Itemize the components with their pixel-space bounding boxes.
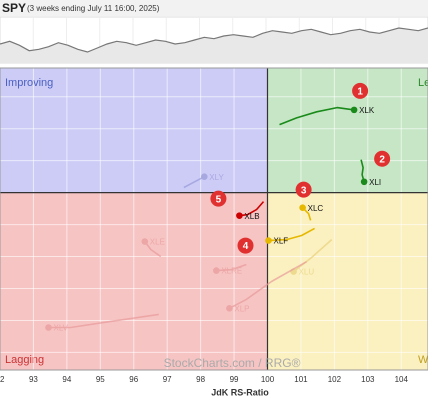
- sector-tail: [183, 175, 205, 189]
- sector: XLY: [183, 173, 224, 189]
- sector-tail: [144, 241, 162, 258]
- x-tick-label: 102: [328, 375, 342, 384]
- sector-label: XLY: [209, 173, 224, 182]
- sector-tail: [216, 263, 247, 272]
- rank-badge: [237, 237, 254, 254]
- watermark: StockCharts.com / RRG®: [164, 356, 301, 370]
- x-tick-label: 98: [196, 375, 205, 384]
- quadrant-label: Weakening: [418, 354, 428, 366]
- quadrant-label: Improving: [5, 77, 53, 89]
- sector-label: XLRE: [221, 267, 242, 276]
- rank-badge-label: 5: [216, 194, 222, 205]
- sector-label: XLI: [369, 178, 381, 187]
- x-tick-label: 93: [29, 375, 38, 384]
- sector-head: [299, 204, 306, 211]
- sector-head: [360, 178, 368, 186]
- rank-badge-label: 1: [357, 87, 363, 98]
- sector-tail: [360, 159, 365, 183]
- x-axis-title: JdK RS-Ratio: [211, 387, 269, 397]
- sector-head: [350, 106, 358, 114]
- sector: XLB: [236, 201, 265, 221]
- sector: XLC: [299, 204, 323, 221]
- x-tick-label: 103: [361, 375, 375, 384]
- x-tick-label: 99: [230, 375, 239, 384]
- chart-title: SPY: [2, 1, 26, 15]
- sector: XLP: [226, 261, 307, 313]
- quadrant-label: Leading: [418, 77, 428, 89]
- sector-head: [236, 212, 243, 219]
- sector-tail: [229, 261, 307, 310]
- rank-badge: [210, 190, 227, 207]
- sector-head: [265, 237, 272, 244]
- plot-frame: [0, 67, 428, 371]
- quadrant-label: Lagging: [5, 354, 44, 366]
- x-tick-label: 94: [62, 375, 71, 384]
- sector-label: XLE: [150, 238, 165, 247]
- x-tick-label: 96: [129, 375, 138, 384]
- sector: XLV: [45, 313, 159, 333]
- x-tick-label: 100: [261, 375, 275, 384]
- rank-badge: [374, 150, 391, 167]
- sector-label: XLB: [244, 212, 259, 221]
- sector-head: [213, 267, 220, 274]
- sector-tail: [293, 239, 333, 273]
- sector: XLK: [279, 106, 375, 126]
- rank-badge: [295, 181, 312, 198]
- chart-subtitle: (3 weeks ending July 11 16:00, 2025): [27, 4, 160, 13]
- sector: XLRE: [213, 263, 247, 276]
- sector-tail: [239, 201, 265, 217]
- price-line: [0, 27, 428, 53]
- sector-label: XLC: [308, 204, 324, 213]
- sector-tail: [268, 227, 315, 242]
- sector-label: XLP: [234, 304, 249, 313]
- sector-head: [226, 305, 233, 312]
- rank-badge-label: 3: [301, 185, 307, 196]
- sector-label: XLF: [274, 237, 289, 246]
- sector: XLF: [265, 227, 315, 246]
- sector-head: [141, 238, 149, 245]
- price-area: [0, 28, 428, 63]
- sector-label: XLK: [359, 106, 375, 115]
- sector: XLE: [141, 238, 165, 258]
- x-tick-label: 101: [294, 375, 308, 384]
- x-tick-label: 95: [96, 375, 105, 384]
- sector-label: XLU: [299, 268, 315, 277]
- sector-tail: [279, 106, 355, 126]
- sector-head: [45, 324, 52, 331]
- rank-badge-label: 4: [243, 241, 249, 252]
- rank-badge: [352, 82, 369, 99]
- x-tick-label: 92: [0, 375, 5, 384]
- header-bar: [0, 0, 428, 16]
- quadrant: [267, 68, 428, 193]
- sector-head: [201, 173, 208, 180]
- x-tick-label: 104: [395, 375, 409, 384]
- sector-tail: [48, 313, 159, 329]
- quadrant: [267, 192, 428, 370]
- sector-label: XLV: [53, 324, 68, 333]
- x-tick-label: 97: [163, 375, 172, 384]
- sector: XLI: [360, 159, 381, 187]
- rank-badge-label: 2: [379, 154, 385, 165]
